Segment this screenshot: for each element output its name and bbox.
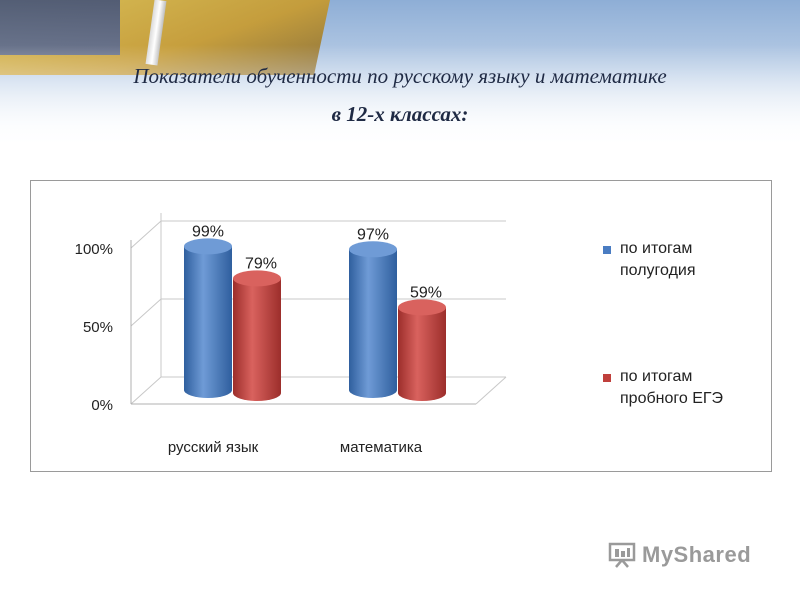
- bar-top: [184, 238, 232, 255]
- x-category-label: русский язык: [168, 439, 259, 456]
- y-tick-label: 0%: [91, 397, 113, 414]
- chart-frame: 0% 50% 100% 99% 97% 79% 59% русский язык матем…: [30, 180, 772, 472]
- legend-series1-line1: по итогам: [620, 240, 693, 257]
- banner-fade: [0, 0, 800, 150]
- watermark-text: MyShared: [642, 542, 752, 567]
- y-tick-label: 50%: [83, 319, 113, 336]
- y-axis-ticks: 0% 50% 100%: [75, 241, 113, 414]
- legend-label-series1: по итогам полугодия: [620, 238, 696, 282]
- slide-title-line2: в 12-х классах:: [331, 102, 469, 126]
- legend-series2-line2: пробного ЕГЭ: [620, 390, 724, 407]
- legend-label-series2: по итогам пробного ЕГЭ: [620, 366, 723, 410]
- presentation-board-icon: [608, 542, 636, 568]
- legend-swatch-series1: [603, 246, 611, 254]
- legend-swatch-series2: [603, 374, 611, 382]
- bar: [398, 307, 446, 401]
- chart-bars: 99% 97% 79% 59%: [184, 223, 446, 401]
- data-label: 99%: [192, 223, 224, 240]
- chart-svg: 0% 50% 100% 99% 97% 79% 59% русский язык матем…: [75, 213, 507, 456]
- x-category-label: математика: [340, 439, 423, 456]
- watermark-logo: MyShared: [608, 540, 751, 570]
- bar: [233, 278, 281, 401]
- y-tick-label: 100%: [75, 241, 113, 258]
- bar-top: [233, 270, 281, 287]
- bar: [349, 249, 397, 398]
- data-label: 97%: [357, 226, 389, 243]
- legend-series2-line1: по итогам: [620, 368, 693, 385]
- legend-series1-line2: полугодия: [620, 262, 696, 279]
- data-label: 79%: [245, 255, 277, 272]
- bar-top: [349, 241, 397, 258]
- slide-title-line1: Показатели обученности по русскому языку…: [133, 64, 667, 88]
- bar: [184, 246, 232, 398]
- floor-edge: [475, 376, 507, 405]
- header-banner: [0, 0, 800, 150]
- x-axis-categories: русский язык математика: [168, 439, 423, 456]
- bar-top: [398, 299, 446, 316]
- data-label: 59%: [410, 284, 442, 301]
